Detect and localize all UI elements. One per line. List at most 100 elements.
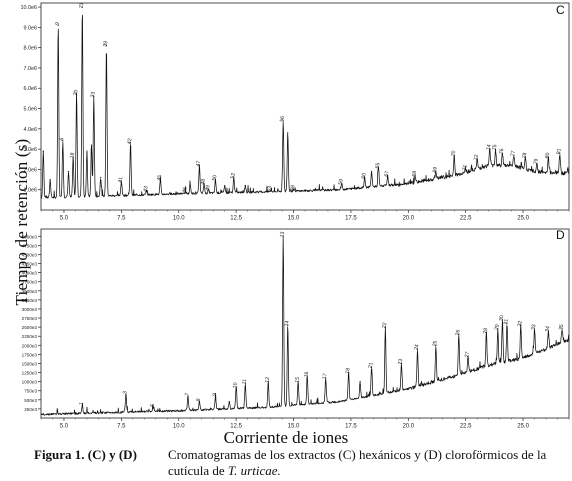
peak-point <box>561 328 563 330</box>
peak-point <box>57 24 59 26</box>
x-tick-label: 12.5 <box>230 424 242 430</box>
peak-label: 35 <box>558 324 565 331</box>
peak-point <box>370 170 373 173</box>
peak-point <box>357 187 359 189</box>
peak-point <box>320 189 322 191</box>
peak-label: 21 <box>78 2 85 9</box>
peak-point <box>267 381 269 383</box>
peak-label: 65 <box>375 162 382 169</box>
peak-label: 17 <box>322 373 329 380</box>
peak-label: 41 <box>117 176 124 183</box>
peak-label: 32 <box>517 320 524 327</box>
peak-label: 70 <box>450 150 457 157</box>
peak-point <box>435 344 437 346</box>
y-tick-label: 3000e3 <box>22 307 38 312</box>
peak-point <box>453 154 455 156</box>
peak-point <box>398 185 400 187</box>
peak-point <box>494 148 497 150</box>
peak-label: 75 <box>492 144 499 151</box>
peak-point <box>501 319 504 321</box>
peak-label: 71 <box>462 164 469 171</box>
x-tick-label: 12.5 <box>230 216 242 222</box>
peak-point <box>152 406 155 408</box>
peak-point <box>533 328 536 330</box>
y-tick-label: 750e3 <box>24 389 37 394</box>
peak-point <box>476 158 478 160</box>
peak-label: 56 <box>279 116 286 123</box>
peak-point <box>348 371 350 374</box>
peak-point <box>416 348 419 350</box>
y-tick-label: 3500e3 <box>22 289 38 294</box>
x-tick-label: 20.0 <box>402 424 414 430</box>
x-tick-label: 17.5 <box>345 216 357 222</box>
peak-label: 6 <box>59 137 65 141</box>
y-tick-label: 3.0e6 <box>24 147 38 153</box>
x-tick-label: 10.0 <box>173 424 185 430</box>
peak-label: 46 <box>182 187 189 194</box>
peak-point <box>325 377 327 379</box>
peak-point <box>185 191 187 193</box>
peak-label: 15 <box>294 377 301 384</box>
peak-label: 52 <box>230 172 237 179</box>
peak-label: 67 <box>384 170 391 177</box>
y-tick-label: 1.0e6 <box>24 188 38 194</box>
peak-point <box>235 386 237 388</box>
panel-d-chromatogram: 250e3 500e3 750e3 1000e3 1250e3 1500e3 1750e3 2… <box>22 228 570 430</box>
peak-label: 21 <box>368 362 375 369</box>
peak-label: 48 <box>200 178 207 185</box>
peak-label: 77 <box>510 150 517 157</box>
peak-point <box>559 152 561 154</box>
peak-point <box>62 140 64 142</box>
peak-point <box>233 176 235 179</box>
y-tick-label: 250e3 <box>24 407 37 412</box>
peak-point <box>228 401 230 403</box>
peak-point <box>297 381 299 383</box>
peak-point <box>501 152 504 154</box>
peak-label: 23 <box>397 358 404 365</box>
peak-point <box>287 132 289 134</box>
y-tick-label: 3250e3 <box>22 298 38 303</box>
peak-label: 25 <box>432 340 439 347</box>
peak-label: 22 <box>381 322 388 329</box>
peak-point <box>81 6 83 8</box>
peak-label: 18 <box>69 152 76 159</box>
peak-label: 10 <box>232 382 239 389</box>
peak-point <box>282 120 284 122</box>
peak-point <box>387 174 389 177</box>
peak-point <box>287 324 289 326</box>
peak-point <box>364 176 366 179</box>
peak-label: 7 <box>184 392 190 396</box>
peak-point <box>72 156 74 158</box>
peak-point <box>497 328 499 330</box>
y-tick-label: 1000e3 <box>22 380 38 385</box>
peak-label: 78 <box>521 152 528 159</box>
peak-label: 72 <box>473 154 480 161</box>
peak-point <box>100 176 102 179</box>
peak-point <box>282 235 284 237</box>
x-tick-label: 5.0 <box>60 424 69 430</box>
x-tick-label: 25.0 <box>517 424 529 430</box>
peak-point <box>414 174 416 177</box>
panel-letter: C <box>556 3 565 17</box>
peak-label: 47 <box>195 160 202 167</box>
x-tick-label: 25.0 <box>517 216 529 222</box>
peak-point <box>120 180 122 183</box>
peak-point <box>49 178 51 181</box>
peak-point <box>42 150 44 152</box>
y-tick-label: 2500e3 <box>22 325 38 330</box>
peak-label: 29 <box>494 324 501 331</box>
peak-label: 9 <box>55 22 61 26</box>
panel-c-chromatogram: 1.0e6 2.0e6 3.0e6 4.0e6 5.0e6 6.0e6 7.0e6 8.0e6… <box>21 2 570 222</box>
peak-point <box>485 331 487 334</box>
y-axis-label: Tiempo de retención (s) <box>12 138 31 306</box>
y-tick-label: 2250e3 <box>22 334 38 339</box>
peak-label: 33 <box>90 91 97 98</box>
peak-point <box>187 395 189 397</box>
peak-point <box>359 381 361 383</box>
peak-point <box>467 355 469 357</box>
peak-label: 30 <box>498 315 505 322</box>
peak-label: 8 <box>196 398 202 402</box>
peak-label: 76 <box>498 148 505 155</box>
y-tick-label: 3750e3 <box>22 280 38 285</box>
